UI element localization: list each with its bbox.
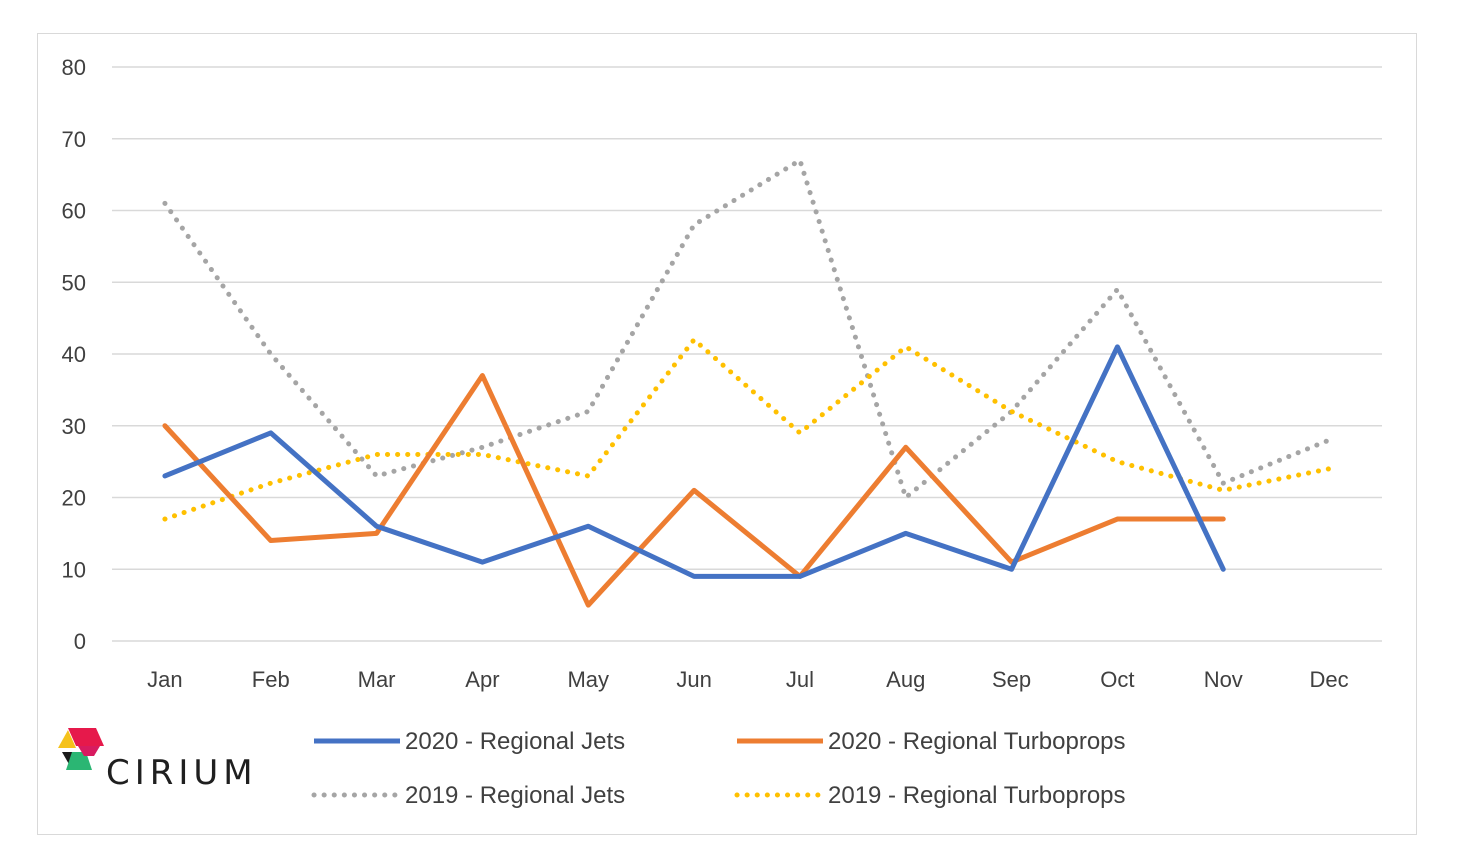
y-tick-label: 10 (62, 557, 86, 582)
y-tick-label: 50 (62, 270, 86, 295)
legend-label: 2019 - Regional Jets (405, 782, 625, 809)
x-tick-label: Dec (1310, 667, 1349, 692)
x-tick-label: Aug (886, 667, 925, 692)
series-lines (162, 157, 1332, 608)
x-axis-ticks: Jan Feb Mar Apr May Jun Jul Aug Sep Oct Nov Dec (147, 667, 1348, 692)
legend-label: 2020 - Regional Jets (405, 728, 625, 755)
x-tick-label: May (567, 667, 609, 692)
legend: 2020 - Regional Jets 2020 - Regional Turb… (311, 728, 1126, 809)
x-tick-label: Feb (252, 667, 290, 692)
x-tick-label: Jan (147, 667, 182, 692)
cirium-logo: CIRIUM (58, 728, 258, 793)
y-tick-label: 30 (62, 414, 86, 439)
logo-shape-green (66, 752, 92, 770)
gridlines (112, 66, 1382, 642)
legend-label: 2020 - Regional Turboprops (828, 728, 1126, 755)
logo-shape-red (68, 728, 104, 746)
y-tick-label: 60 (62, 199, 86, 224)
series-line-2020-regional-turboprops (162, 373, 1226, 608)
logo-text: CIRIUM (106, 753, 258, 793)
y-tick-label: 20 (62, 486, 86, 511)
series-line-2020-regional-jets (162, 344, 1226, 579)
x-tick-label: Nov (1204, 667, 1243, 692)
x-tick-label: Sep (992, 667, 1031, 692)
y-tick-label: 40 (62, 342, 86, 367)
y-tick-label: 70 (62, 127, 86, 152)
x-tick-label: Oct (1100, 667, 1134, 692)
logo-shape-yellow (58, 730, 76, 748)
legend-label: 2019 - Regional Turboprops (828, 782, 1126, 809)
y-tick-label: 80 (62, 55, 86, 80)
x-tick-label: Mar (358, 667, 396, 692)
x-tick-label: Jun (676, 667, 711, 692)
x-tick-label: Jul (786, 667, 814, 692)
series-line-2019-regional-turboprops (162, 337, 1332, 522)
logo-shape-red-small (78, 746, 100, 756)
x-tick-label: Apr (465, 667, 499, 692)
series-line-2019-regional-jets (162, 157, 1332, 500)
y-tick-label: 0 (74, 629, 86, 654)
y-axis-ticks: 0 10 20 30 40 50 60 70 80 (62, 55, 86, 654)
